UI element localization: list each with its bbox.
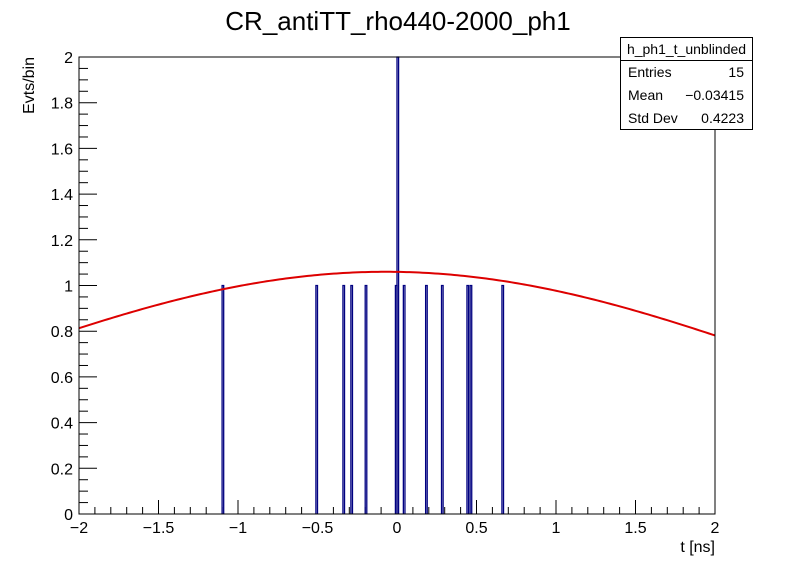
x-tick-label: 1 [552, 520, 561, 537]
y-tick-label: 0.2 [51, 461, 73, 478]
y-tick-label: 0 [64, 507, 73, 524]
x-tick-label: −1 [229, 520, 247, 537]
stats-value: 15 [728, 64, 744, 80]
stats-row-stddev: Std Dev 0.4223 [621, 107, 752, 130]
x-tick-label: −2 [70, 520, 88, 537]
stats-label: Entries [628, 64, 672, 80]
stats-row-mean: Mean −0.03415 [621, 84, 752, 107]
histogram-bar [364, 284, 368, 514]
x-tick-label: 1.5 [624, 520, 646, 537]
x-tick-label: −0.5 [302, 520, 334, 537]
y-tick-label: 1.8 [51, 96, 73, 113]
x-tick-label: 0.5 [465, 520, 487, 537]
x-tick-label: 0 [393, 520, 402, 537]
histogram-bar [440, 284, 444, 514]
stats-row-entries: Entries 15 [621, 61, 752, 84]
stats-label: Mean [628, 87, 664, 103]
stats-value: 0.4223 [701, 110, 744, 126]
histogram-bar [402, 284, 406, 514]
histogram-bar [396, 56, 400, 514]
stats-value: −0.03415 [685, 87, 744, 103]
y-tick-label: 1 [64, 279, 73, 296]
y-tick-label: 0.4 [51, 416, 73, 433]
histogram-bar [501, 284, 505, 514]
chart-title: CR_antiTT_rho440-2000_ph1 [225, 6, 571, 36]
y-tick-label: 2 [64, 50, 73, 67]
plot-frame [78, 56, 716, 515]
histogram-bar [342, 284, 346, 514]
x-tick-label: 2 [711, 520, 720, 537]
y-axis-label: Evts/bin [21, 57, 38, 114]
stats-label: Std Dev [628, 110, 678, 126]
histogram-bar [469, 284, 473, 514]
histogram-bar [466, 284, 470, 514]
stats-box: h_ph1_t_unblinded Entries 15 Mean −0.034… [620, 37, 753, 130]
y-tick-label: 1.6 [51, 141, 73, 158]
fit-curve [78, 270, 716, 337]
y-tick-label: 0.8 [51, 324, 73, 341]
histogram-bar [221, 284, 225, 514]
y-tick-label: 1.2 [51, 233, 73, 250]
x-tick-label: −1.5 [143, 520, 175, 537]
histogram-bar [350, 284, 354, 514]
y-tick-label: 1.4 [51, 187, 73, 204]
x-axis-label: t [ns] [680, 539, 715, 556]
y-tick-label: 0.6 [51, 370, 73, 387]
stats-histogram-name: h_ph1_t_unblinded [621, 38, 752, 61]
histogram-bar [424, 284, 428, 514]
histogram-bar [315, 284, 319, 514]
